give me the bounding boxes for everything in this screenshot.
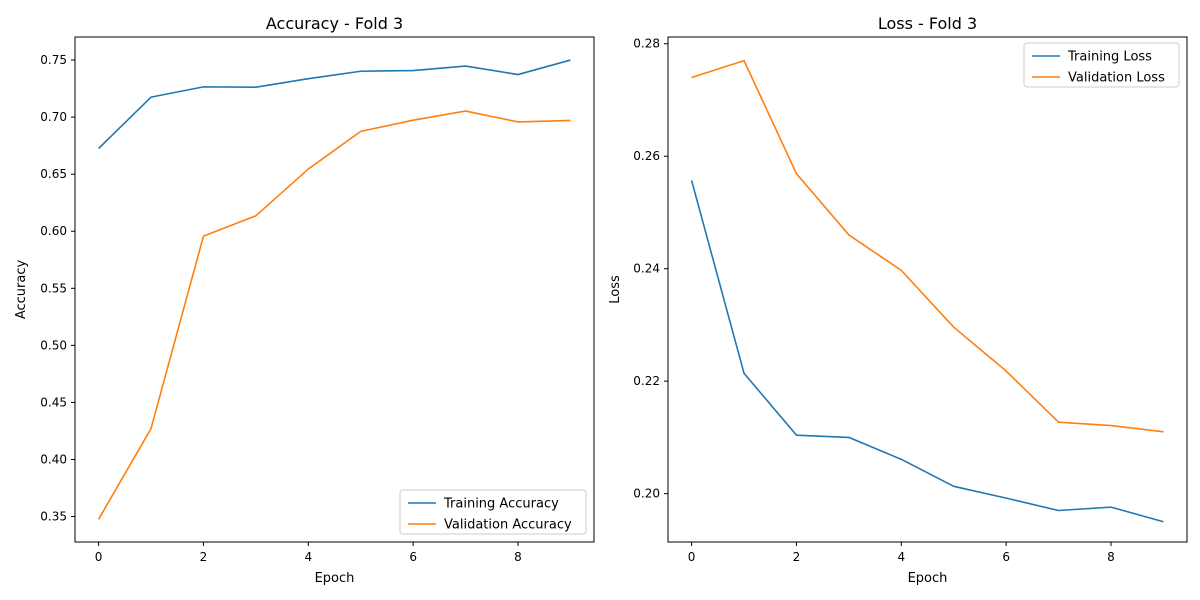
y-tick-label: 0.22 [633, 374, 660, 388]
y-tick-label: 0.35 [40, 510, 67, 524]
series-line-training-loss [690, 180, 1164, 523]
y-axis-label: Loss [608, 275, 623, 304]
x-axis-label: Epoch [315, 571, 355, 586]
x-tick-label: 8 [1107, 550, 1115, 564]
legend: Training Loss Validation Loss [1023, 42, 1180, 88]
y-tick-label: 0.20 [633, 487, 660, 501]
series-line-validation-loss [691, 59, 1164, 433]
x-tick-label: 4 [897, 550, 905, 564]
chart-title: Loss - Fold 3 [878, 14, 977, 33]
legend-box [399, 489, 587, 535]
legend-label: Validation Loss [1068, 71, 1165, 86]
y-tick-label: 0.40 [40, 452, 67, 466]
y-tick-label: 0.28 [633, 37, 660, 51]
y-axis-label: Accuracy [14, 260, 29, 320]
x-tick-label: 2 [200, 550, 208, 564]
chart-panel-1: Loss - Fold 3 0 2 4 6 8 0.20 0.22 0.24 0.26 0.28 Ep… [608, 14, 1188, 586]
plot-area-frame [667, 36, 1188, 543]
series-line-training-accuracy [98, 59, 571, 150]
legend-label: Validation Accuracy [444, 518, 572, 533]
x-tick-label: 8 [514, 550, 522, 564]
y-tick-label: 0.75 [40, 53, 67, 67]
legend-label: Training Accuracy [443, 497, 559, 512]
y-tick-label: 0.55 [40, 281, 67, 295]
chart-title: Accuracy - Fold 3 [266, 14, 403, 33]
y-tick-label: 0.26 [633, 149, 660, 163]
y-tick-label: 0.60 [40, 224, 67, 238]
legend-box [1023, 42, 1180, 88]
y-tick-label: 0.24 [633, 262, 660, 276]
x-tick-label: 6 [1002, 550, 1010, 564]
y-tick-label: 0.65 [40, 167, 67, 181]
x-axis-label: Epoch [908, 571, 948, 586]
legend-label: Training Loss [1067, 50, 1152, 65]
plot-area-frame [74, 36, 595, 543]
series-line-validation-accuracy [97, 110, 571, 520]
chart-panel-0: Accuracy - Fold 3 0 2 4 6 8 0.35 0.40 0.45 0.50 0.… [14, 14, 595, 586]
y-tick-label: 0.50 [40, 338, 67, 352]
x-tick-label: 0 [688, 550, 696, 564]
legend: Training Accuracy Validation Accuracy [399, 489, 587, 535]
x-tick-label: 2 [793, 550, 801, 564]
x-tick-label: 0 [95, 550, 103, 564]
x-tick-label: 6 [409, 550, 417, 564]
x-tick-label: 4 [304, 550, 312, 564]
y-tick-label: 0.45 [40, 395, 67, 409]
y-tick-label: 0.70 [40, 110, 67, 124]
